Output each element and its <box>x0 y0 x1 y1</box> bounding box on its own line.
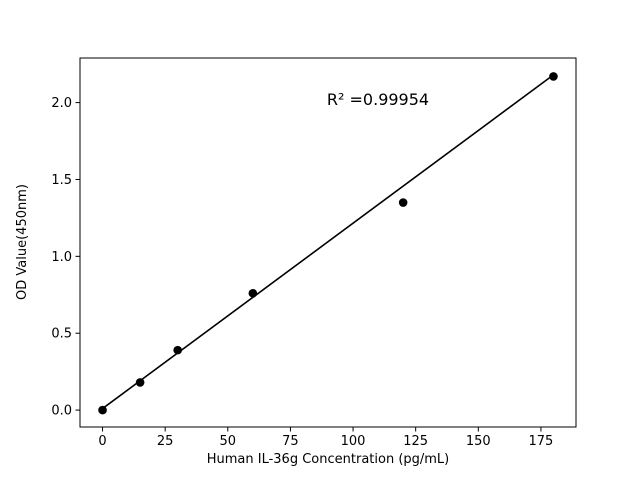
x-tick-label: 25 <box>157 434 174 449</box>
plot-area-border <box>79 57 577 428</box>
y-tick-label: 1.0 <box>51 250 72 265</box>
y-tick-label: 0.5 <box>51 327 72 342</box>
data-point <box>398 198 408 207</box>
x-tick-label: 0 <box>98 434 106 449</box>
x-axis-ticks: 0 25 50 75 100 125 150 175 <box>98 427 553 449</box>
y-axis-ticks: 0.0 0.5 1.0 1.5 2.0 <box>51 96 80 419</box>
data-point <box>549 72 558 81</box>
y-tick-label: 1.5 <box>51 173 72 188</box>
data-series <box>98 72 558 415</box>
x-tick-label: 125 <box>403 434 428 449</box>
x-tick-label: 50 <box>220 434 237 449</box>
x-tick-label: 175 <box>529 434 554 449</box>
x-axis-label: Human IL-36g Concentration (pg/mL) <box>207 452 450 467</box>
x-tick-label: 75 <box>282 434 299 449</box>
data-point <box>98 405 107 415</box>
y-tick-label: 2.0 <box>51 96 72 111</box>
data-point <box>135 378 145 387</box>
data-point <box>173 345 182 355</box>
fit-line <box>102 74 554 410</box>
x-tick-label: 150 <box>466 434 491 449</box>
x-tick-label: 100 <box>341 434 366 449</box>
r-squared-annotation: R² =0.99954 <box>327 90 429 109</box>
data-point <box>248 288 258 298</box>
y-tick-label: 0.0 <box>51 404 72 419</box>
y-axis-label: OD Value(450nm) <box>15 184 30 300</box>
